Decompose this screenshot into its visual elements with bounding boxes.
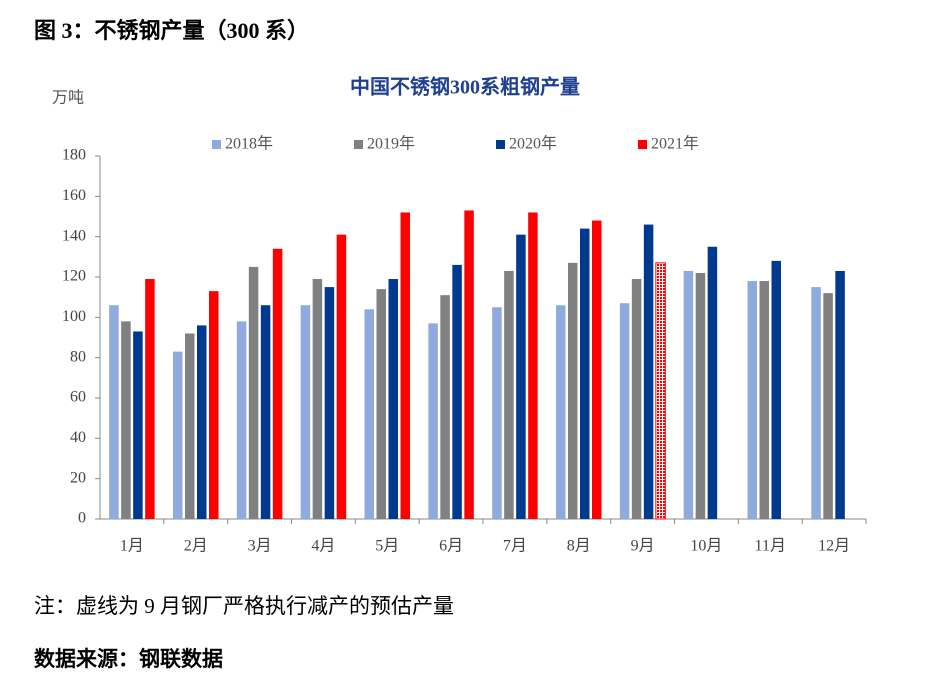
y-tick-label: 40 [70,429,86,446]
x-tick-label: 1月 [120,538,144,555]
y-tick-label: 120 [62,268,86,285]
bar [336,234,347,519]
legend-swatch [638,140,647,149]
x-tick-label: 10月 [690,538,722,555]
bar [592,220,602,520]
bar [580,228,590,519]
source: 数据来源：钢联数据 [34,647,223,671]
bar [464,210,474,519]
x-tick-label: 9月 [631,538,655,555]
bar [272,248,283,519]
y-tick-label: 140 [62,227,86,244]
bar [400,212,410,519]
y-tick-label: 60 [70,389,86,406]
bar [568,262,578,519]
y-tick-label: 0 [78,510,86,527]
bar [300,305,311,519]
bar [260,305,271,519]
bar [121,321,131,519]
bar [428,323,438,519]
legend-label: 2019年 [367,135,415,153]
bar [747,281,757,519]
bar [185,333,195,519]
y-tick-label: 80 [70,348,86,365]
x-tick-label: 5月 [375,538,399,555]
bar [528,212,538,519]
bar [556,305,566,519]
bar [197,325,207,519]
bar [209,291,219,519]
y-tick-label: 160 [62,187,86,204]
x-tick-label: 4月 [311,538,335,555]
legend-swatch [212,140,221,149]
bar [771,260,781,519]
bar [504,270,514,519]
legend-label: 2018年 [225,135,273,153]
x-tick-label: 6月 [439,538,463,555]
bar [759,281,769,519]
bar [643,224,654,520]
legend-label: 2021年 [651,135,699,153]
bar [683,270,694,519]
bar [811,287,821,519]
bar [109,305,119,519]
legend-swatch [354,140,363,149]
bar [376,289,386,519]
bar [440,295,450,519]
note: 注：虚线为 9 月钢厂严格执行减产的预估产量 [34,594,454,618]
x-tick-label: 11月 [755,538,786,555]
bar [173,351,183,519]
x-tick-label: 3月 [248,538,272,555]
bar [835,270,845,519]
bar [655,262,666,520]
bar [248,266,259,519]
bar [452,264,462,519]
y-tick-label: 20 [70,469,86,486]
bar [324,287,335,519]
legend-label: 2020年 [509,135,557,153]
bar [145,279,155,519]
y-unit: 万吨 [52,89,84,107]
bar [619,303,630,519]
y-tick-label: 180 [62,147,86,164]
bar [631,279,642,519]
bar [133,331,143,519]
y-tick-label: 100 [62,308,86,325]
bar [695,272,706,519]
chart-title: 中国不锈钢300系粗钢产量 [350,75,580,99]
bar [516,234,526,519]
x-tick-label: 2月 [184,538,208,555]
bar [388,279,398,519]
bar [312,279,323,519]
bar [364,309,374,519]
x-tick-label: 8月 [567,538,591,555]
legend-swatch [496,140,505,149]
x-tick-label: 7月 [503,538,527,555]
x-tick-label: 12月 [818,538,850,555]
bar [236,321,247,519]
figure-title: 图 3：不锈钢产量（300 系） [34,18,309,43]
bar [492,307,502,519]
bar [707,246,718,519]
bar [823,293,833,519]
